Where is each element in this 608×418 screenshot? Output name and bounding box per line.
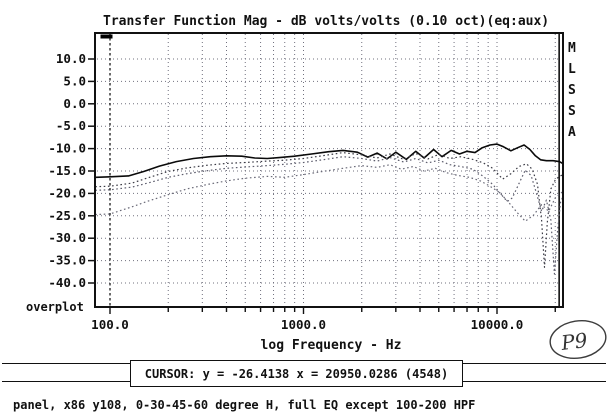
- curve-45-degree: [96, 156, 562, 275]
- watermark-letter: M: [568, 41, 576, 56]
- y-tick-label: 5.0: [63, 73, 86, 88]
- stamp-text: P9: [559, 328, 589, 355]
- x-tick-label: 1000.0: [281, 317, 326, 332]
- y-tick-label: 10.0: [56, 51, 86, 66]
- cursor-readout-text: CURSOR: y = -26.4138 x = 20950.0286 (454…: [144, 366, 449, 381]
- y-tick-label: -20.0: [48, 185, 86, 200]
- watermark-letter: S: [568, 104, 576, 119]
- stamp-circle: [549, 320, 607, 359]
- v-gridlines: [167, 34, 556, 306]
- y-tick-label: 0.0: [63, 96, 86, 111]
- x-axis: 100.0 1000.0 10000.0 log Frequency - Hz: [91, 307, 556, 353]
- handwritten-stamp: P9: [549, 320, 607, 359]
- y-tick-label: -15.0: [48, 163, 86, 178]
- y-tick-label: -10.0: [48, 141, 86, 156]
- cursor-marker-block: [100, 34, 113, 39]
- y-tick-label: -5.0: [56, 118, 86, 133]
- h-gridlines: [97, 58, 561, 284]
- curves: [96, 143, 562, 275]
- measurement-caption: panel, x86 y108, 0-30-45-60 degree H, fu…: [13, 398, 476, 412]
- y-axis: 10.0 5.0 0.0 -5.0 -10.0 -15.0 -20.0 -25.0 -30.0 -…: [48, 51, 95, 290]
- y-tick-label: -40.0: [48, 275, 86, 290]
- watermark-letter: S: [568, 83, 576, 98]
- curve-30-degree: [96, 152, 562, 268]
- y-tick-label: -35.0: [48, 253, 86, 268]
- cursor-readout-box: CURSOR: y = -26.4138 x = 20950.0286 (454…: [130, 360, 463, 387]
- x-axis-label: log Frequency - Hz: [261, 338, 402, 353]
- y-tick-label: -25.0: [48, 208, 86, 223]
- x-tick-label: 10000.0: [471, 317, 524, 332]
- watermark-letter: A: [568, 125, 576, 140]
- y-tick-label: -30.0: [48, 230, 86, 245]
- plot-title: Transfer Function Mag - dB volts/volts (…: [103, 14, 550, 29]
- curve-0-degree: [96, 143, 562, 179]
- watermark-letter: L: [568, 62, 576, 77]
- curve-60-degree: [96, 164, 562, 222]
- x-tick-label: 100.0: [91, 317, 129, 332]
- overplot-label: overplot: [26, 300, 84, 314]
- plot-border: [94, 32, 564, 308]
